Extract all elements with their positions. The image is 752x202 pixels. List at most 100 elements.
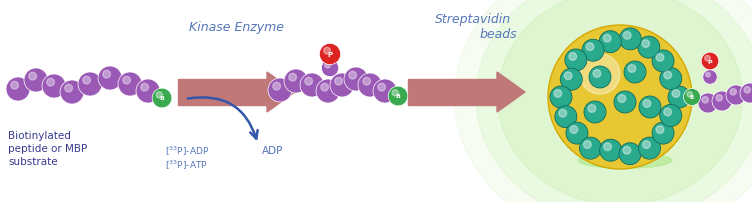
Circle shape [98, 67, 122, 90]
Circle shape [548, 26, 692, 169]
Circle shape [6, 78, 30, 101]
Circle shape [619, 29, 641, 51]
Circle shape [152, 89, 172, 108]
Circle shape [156, 92, 162, 99]
Polygon shape [267, 73, 295, 113]
Circle shape [289, 74, 296, 82]
Text: Kinase Enzyme: Kinase Enzyme [189, 21, 284, 34]
Circle shape [702, 97, 708, 103]
Circle shape [566, 122, 588, 144]
Circle shape [712, 92, 732, 112]
Text: ADP: ADP [262, 145, 284, 155]
Circle shape [660, 68, 682, 90]
Ellipse shape [454, 0, 752, 202]
Text: Streptavidin: Streptavidin [435, 13, 511, 26]
Circle shape [378, 84, 386, 92]
Circle shape [726, 86, 746, 105]
Circle shape [652, 51, 674, 73]
Circle shape [373, 80, 397, 103]
Circle shape [638, 137, 660, 159]
Circle shape [614, 92, 636, 114]
Circle shape [586, 44, 594, 51]
Circle shape [118, 73, 142, 97]
Circle shape [550, 87, 572, 108]
Circle shape [65, 85, 72, 93]
Circle shape [639, 97, 661, 118]
Circle shape [664, 72, 672, 79]
Circle shape [11, 82, 19, 89]
Circle shape [642, 41, 650, 48]
Circle shape [554, 90, 562, 98]
Circle shape [580, 137, 602, 159]
Circle shape [24, 69, 48, 93]
Circle shape [136, 80, 160, 103]
Circle shape [555, 106, 577, 128]
Circle shape [656, 54, 664, 62]
Text: [$^{33}$P]-ATP: [$^{33}$P]-ATP [165, 158, 208, 171]
Circle shape [668, 87, 690, 108]
Text: P: P [327, 52, 332, 58]
Circle shape [344, 68, 368, 92]
Circle shape [584, 141, 591, 149]
Circle shape [321, 60, 338, 77]
Circle shape [362, 78, 371, 86]
Circle shape [358, 74, 382, 98]
Circle shape [123, 77, 131, 85]
Circle shape [320, 44, 341, 65]
Circle shape [60, 81, 84, 104]
Circle shape [83, 77, 90, 85]
Circle shape [604, 143, 611, 151]
Circle shape [684, 89, 701, 106]
Circle shape [565, 50, 587, 72]
Circle shape [388, 87, 408, 106]
Circle shape [323, 48, 330, 55]
Circle shape [335, 78, 342, 86]
Circle shape [330, 74, 354, 98]
Circle shape [703, 70, 717, 85]
Circle shape [623, 32, 631, 40]
Text: B: B [690, 95, 694, 100]
Circle shape [599, 32, 621, 53]
Circle shape [705, 73, 711, 78]
Polygon shape [497, 73, 525, 113]
Circle shape [687, 92, 693, 98]
Circle shape [730, 89, 736, 96]
Circle shape [593, 70, 601, 78]
Circle shape [638, 37, 660, 59]
Circle shape [698, 94, 718, 114]
Text: P: P [708, 59, 712, 64]
Circle shape [744, 87, 750, 94]
Circle shape [78, 73, 102, 97]
Circle shape [273, 83, 280, 90]
Circle shape [316, 80, 340, 103]
Circle shape [268, 79, 292, 102]
Circle shape [103, 71, 111, 79]
Circle shape [300, 74, 324, 98]
Circle shape [569, 53, 577, 61]
Circle shape [580, 55, 620, 95]
Circle shape [29, 73, 37, 81]
Ellipse shape [476, 0, 752, 202]
Circle shape [599, 140, 622, 161]
Circle shape [619, 143, 641, 165]
Circle shape [47, 79, 54, 87]
Circle shape [570, 126, 578, 134]
Circle shape [42, 75, 66, 99]
Circle shape [623, 147, 631, 154]
Text: B: B [159, 96, 165, 101]
Circle shape [564, 73, 572, 80]
Circle shape [560, 69, 582, 91]
Circle shape [305, 78, 313, 86]
Text: beads: beads [480, 28, 517, 41]
Circle shape [643, 100, 650, 108]
Circle shape [141, 84, 148, 92]
Circle shape [392, 90, 399, 97]
Circle shape [325, 63, 330, 69]
Bar [178, 80, 267, 105]
Bar [408, 80, 497, 105]
Circle shape [716, 95, 723, 101]
Circle shape [705, 56, 711, 62]
Ellipse shape [498, 0, 742, 202]
Text: B: B [396, 94, 400, 99]
Circle shape [589, 67, 611, 88]
